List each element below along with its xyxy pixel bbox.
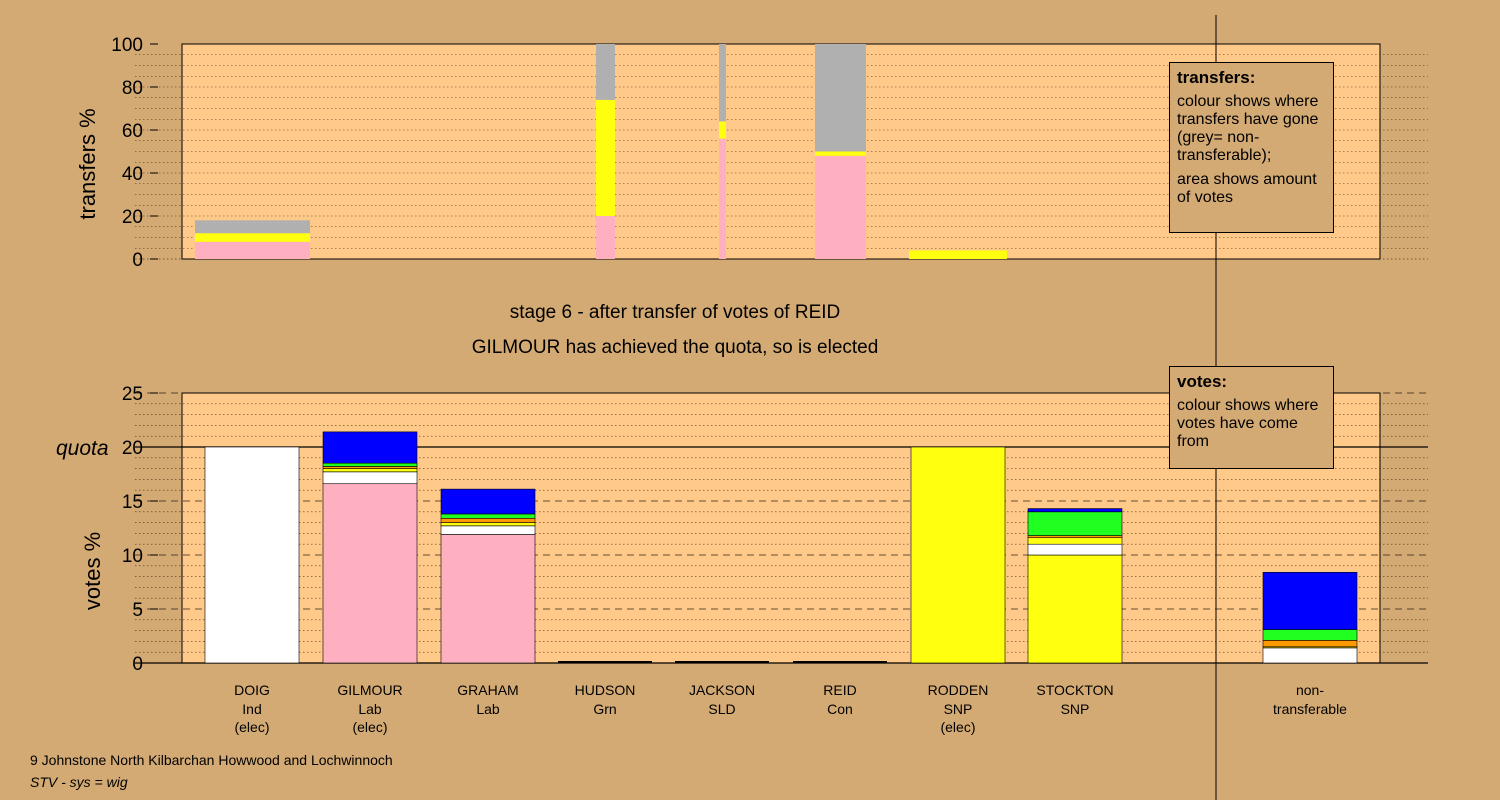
candidate-party: SLD <box>708 701 735 717</box>
vote-segment <box>322 468 418 473</box>
candidate-name: RODDEN <box>928 682 989 698</box>
candidate-status: (elec) <box>234 719 269 735</box>
vote-segment <box>1027 554 1123 664</box>
candidate-name: HUDSON <box>575 682 636 698</box>
votes-tick-label: 25 <box>122 384 143 405</box>
transfers-tick-label: 20 <box>122 207 143 228</box>
candidate-party: Con <box>827 701 853 717</box>
votes-legend-text: colour shows where votes have come from <box>1177 397 1319 450</box>
votes-chart: 0 5 10 15 20 25 quota votes % DOIG Ind (elec) GILMO… <box>56 384 1428 735</box>
candidate-bar <box>204 446 300 664</box>
transfers-bar-segment <box>719 138 726 259</box>
transfers-bar-segment <box>719 44 726 122</box>
ward-label: 9 Johnstone North Kilbarchan Howwood and… <box>30 752 393 768</box>
stage-subtitle: GILMOUR has achieved the quota, so is el… <box>472 337 879 358</box>
transfers-legend-title: transfers: <box>1177 68 1256 87</box>
vote-segment <box>322 466 418 469</box>
candidate-bar <box>440 488 536 664</box>
vote-segment <box>1027 543 1123 556</box>
transfers-tick-label: 80 <box>122 78 143 99</box>
candidate-name: DOIG <box>234 682 270 698</box>
vote-segment <box>440 522 536 527</box>
stage-title: stage 6 - after transfer of votes of REI… <box>510 302 841 323</box>
vote-segment <box>322 483 418 664</box>
candidate-name: GILMOUR <box>337 682 402 698</box>
vote-segment <box>1027 535 1123 539</box>
candidate-name: STOCKTON <box>1036 682 1113 698</box>
candidate-name: REID <box>823 682 856 698</box>
transfers-tick-label: 0 <box>132 250 143 271</box>
candidate-party: Ind <box>242 701 261 717</box>
candidate-party: SNP <box>944 701 973 717</box>
transfers-bar-segment <box>596 44 615 100</box>
candidate-bar <box>1262 571 1358 664</box>
transfers-legend-area-text: area shows amount of votes <box>1177 171 1317 206</box>
quota-label: quota <box>56 437 109 460</box>
vote-segment <box>1027 508 1123 513</box>
transfers-bar-segment <box>596 216 615 259</box>
vote-segment <box>204 446 300 664</box>
votes-legend-title: votes: <box>1177 372 1228 391</box>
candidate-party: SNP <box>1061 701 1090 717</box>
candidate-name: transferable <box>1273 701 1347 717</box>
vote-segment <box>910 446 1006 664</box>
transfers-bar <box>909 250 1007 259</box>
transfers-tick-label: 60 <box>122 121 143 142</box>
candidate-name: JACKSON <box>689 682 755 698</box>
vote-segment <box>1262 629 1358 641</box>
candidate-bar <box>322 431 418 664</box>
candidate-party: Grn <box>593 701 616 717</box>
candidate-bar <box>910 446 1006 664</box>
transfers-bar-segment <box>909 250 1007 259</box>
transfers-bar-segment <box>596 99 615 216</box>
vote-segment <box>440 513 536 519</box>
vote-segment <box>440 488 536 515</box>
transfers-legend: transfers: colour shows where transfers … <box>1169 62 1334 233</box>
vote-segment <box>322 431 418 464</box>
vote-segment <box>1262 647 1358 664</box>
vote-segment <box>1262 571 1358 630</box>
votes-tick-label: 20 <box>122 438 143 459</box>
transfers-bar-segment <box>815 44 866 152</box>
transfers-bar <box>719 44 726 259</box>
vote-segment <box>322 462 418 467</box>
votes-tick-label: 5 <box>132 600 143 621</box>
candidate-name: non- <box>1296 682 1324 698</box>
system-label: STV - sys = wig <box>30 774 128 790</box>
candidate-status: (elec) <box>940 719 975 735</box>
vote-segment <box>440 517 536 523</box>
vote-segment <box>322 471 418 485</box>
transfers-axis-label: transfers % <box>75 108 100 219</box>
votes-tick-label: 10 <box>122 546 143 567</box>
transfers-bar-segment <box>195 241 310 259</box>
votes-tick-label: 0 <box>132 654 143 675</box>
transfers-bar <box>815 44 866 259</box>
candidate-name: GRAHAM <box>457 682 518 698</box>
transfers-bar <box>195 220 310 259</box>
transfers-legend-text: colour shows where transfers have gone (… <box>1177 93 1319 164</box>
transfers-bar-segment <box>815 151 866 156</box>
vote-segment <box>1262 640 1358 648</box>
vote-segment <box>440 534 536 664</box>
vote-segment <box>440 525 536 535</box>
transfers-tick-label: 100 <box>111 35 143 56</box>
transfers-bar-segment <box>815 155 866 259</box>
transfers-bar-segment <box>195 233 310 242</box>
transfers-bar-segment <box>195 220 310 234</box>
candidate-party: Lab <box>476 701 500 717</box>
vote-segment <box>1027 511 1123 536</box>
transfers-bar-segment <box>719 121 726 139</box>
votes-axis-label: votes % <box>80 532 105 610</box>
candidate-bar <box>1027 508 1123 664</box>
candidate-status: (elec) <box>352 719 387 735</box>
transfers-tick-label: 40 <box>122 164 143 185</box>
votes-tick-label: 15 <box>122 492 143 513</box>
votes-legend: votes: colour shows where votes have com… <box>1169 366 1334 469</box>
vote-segment <box>1027 537 1123 545</box>
transfers-bar <box>596 44 615 259</box>
candidate-party: Lab <box>358 701 382 717</box>
